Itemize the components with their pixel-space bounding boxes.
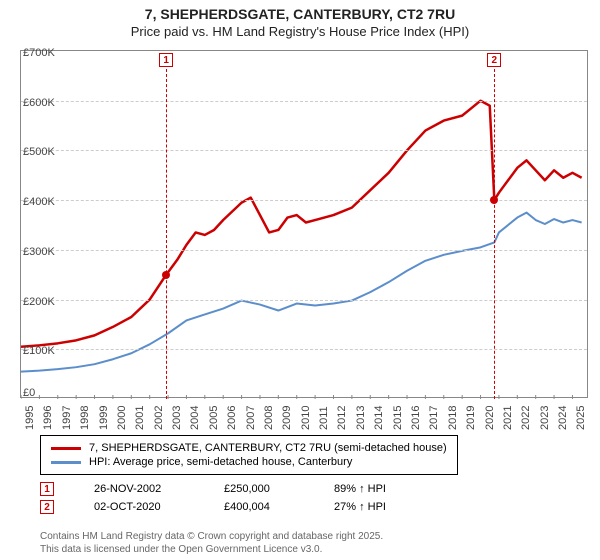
- legend-item: 7, SHEPHERDSGATE, CANTERBURY, CT2 7RU (s…: [51, 442, 447, 454]
- x-axis-label: 2023: [539, 406, 551, 430]
- sale-date: 26-NOV-2002: [94, 483, 184, 495]
- x-axis-label: 2024: [557, 406, 569, 430]
- gridline-horizontal: [21, 250, 587, 251]
- y-axis-label: £0: [23, 387, 35, 399]
- sale-marker-vline: [166, 69, 167, 399]
- x-axis-label: 1996: [42, 406, 54, 430]
- y-axis-label: £600K: [23, 97, 55, 109]
- chart-title-line2: Price paid vs. HM Land Registry's House …: [0, 22, 600, 39]
- sales-table-row: 2 02-OCT-2020 £400,004 27% ↑ HPI: [40, 500, 386, 514]
- footer-line2: This data is licensed under the Open Gov…: [40, 543, 383, 556]
- gridline-horizontal: [21, 349, 587, 350]
- x-axis-label: 2001: [134, 406, 146, 430]
- footer-attribution: Contains HM Land Registry data © Crown c…: [40, 530, 383, 556]
- gridline-horizontal: [21, 101, 587, 102]
- sale-number-box: 2: [40, 500, 54, 514]
- x-axis-label: 2021: [502, 406, 514, 430]
- x-axis-label: 2004: [189, 406, 201, 430]
- legend-label: 7, SHEPHERDSGATE, CANTERBURY, CT2 7RU (s…: [89, 442, 447, 454]
- series-line: [21, 213, 582, 372]
- x-axis-label: 2016: [410, 406, 422, 430]
- sale-marker-vline: [494, 69, 495, 399]
- y-axis-label: £500K: [23, 146, 55, 158]
- x-axis-label: 2022: [520, 406, 532, 430]
- chart-lines-svg: [21, 51, 589, 399]
- gridline-horizontal: [21, 200, 587, 201]
- gridline-horizontal: [21, 300, 587, 301]
- x-axis-label: 1997: [61, 406, 73, 430]
- x-axis-label: 2002: [153, 406, 165, 430]
- y-axis-label: £300K: [23, 246, 55, 258]
- x-axis-label: 1999: [98, 406, 110, 430]
- sale-vs-hpi: 27% ↑ HPI: [334, 501, 386, 513]
- legend-item: HPI: Average price, semi-detached house,…: [51, 456, 447, 468]
- sale-number-box: 1: [40, 482, 54, 496]
- sale-marker-dot: [490, 196, 498, 204]
- x-axis-label: 1995: [24, 406, 36, 430]
- x-axis-label: 2019: [465, 406, 477, 430]
- x-axis-label: 2017: [428, 406, 440, 430]
- x-axis-label: 2013: [355, 406, 367, 430]
- footer-line1: Contains HM Land Registry data © Crown c…: [40, 530, 383, 543]
- sales-table-row: 1 26-NOV-2002 £250,000 89% ↑ HPI: [40, 482, 386, 496]
- sale-vs-hpi: 89% ↑ HPI: [334, 483, 386, 495]
- y-axis-label: £100K: [23, 345, 55, 357]
- sale-price: £250,000: [224, 483, 294, 495]
- x-axis-label: 2012: [336, 406, 348, 430]
- series-line: [21, 101, 582, 347]
- sale-date: 02-OCT-2020: [94, 501, 184, 513]
- sale-marker-number: 1: [159, 53, 173, 67]
- sale-price: £400,004: [224, 501, 294, 513]
- legend-swatch: [51, 461, 81, 464]
- y-axis-label: £200K: [23, 296, 55, 308]
- x-axis-label: 2014: [373, 406, 385, 430]
- x-axis-label: 2007: [245, 406, 257, 430]
- sales-table: 1 26-NOV-2002 £250,000 89% ↑ HPI 2 02-OCT-202…: [40, 478, 386, 518]
- x-axis-label: 2000: [116, 406, 128, 430]
- chart-title-line1: 7, SHEPHERDSGATE, CANTERBURY, CT2 7RU: [0, 0, 600, 22]
- x-axis-label: 2006: [226, 406, 238, 430]
- x-axis-label: 2011: [318, 406, 330, 430]
- chart-plot-area: £0 £100K £200K £300K £400K £500K £600K £700K 1 2: [20, 50, 588, 398]
- x-axis-label: 2009: [281, 406, 293, 430]
- x-axis-label: 2010: [300, 406, 312, 430]
- x-axis-label: 2025: [575, 406, 587, 430]
- x-axis-label: 1998: [79, 406, 91, 430]
- x-axis-label: 2008: [263, 406, 275, 430]
- x-axis-label: 2005: [208, 406, 220, 430]
- legend-label: HPI: Average price, semi-detached house,…: [89, 456, 352, 468]
- y-axis-label: £400K: [23, 196, 55, 208]
- x-axis-label: 2020: [484, 406, 496, 430]
- legend-box: 7, SHEPHERDSGATE, CANTERBURY, CT2 7RU (s…: [40, 435, 458, 475]
- gridline-horizontal: [21, 150, 587, 151]
- sale-marker-dot: [162, 271, 170, 279]
- y-axis-label: £700K: [23, 47, 55, 59]
- x-axis-label: 2015: [392, 406, 404, 430]
- x-axis-label: 2018: [447, 406, 459, 430]
- x-axis-label: 2003: [171, 406, 183, 430]
- legend-swatch: [51, 447, 81, 450]
- sale-marker-number: 2: [487, 53, 501, 67]
